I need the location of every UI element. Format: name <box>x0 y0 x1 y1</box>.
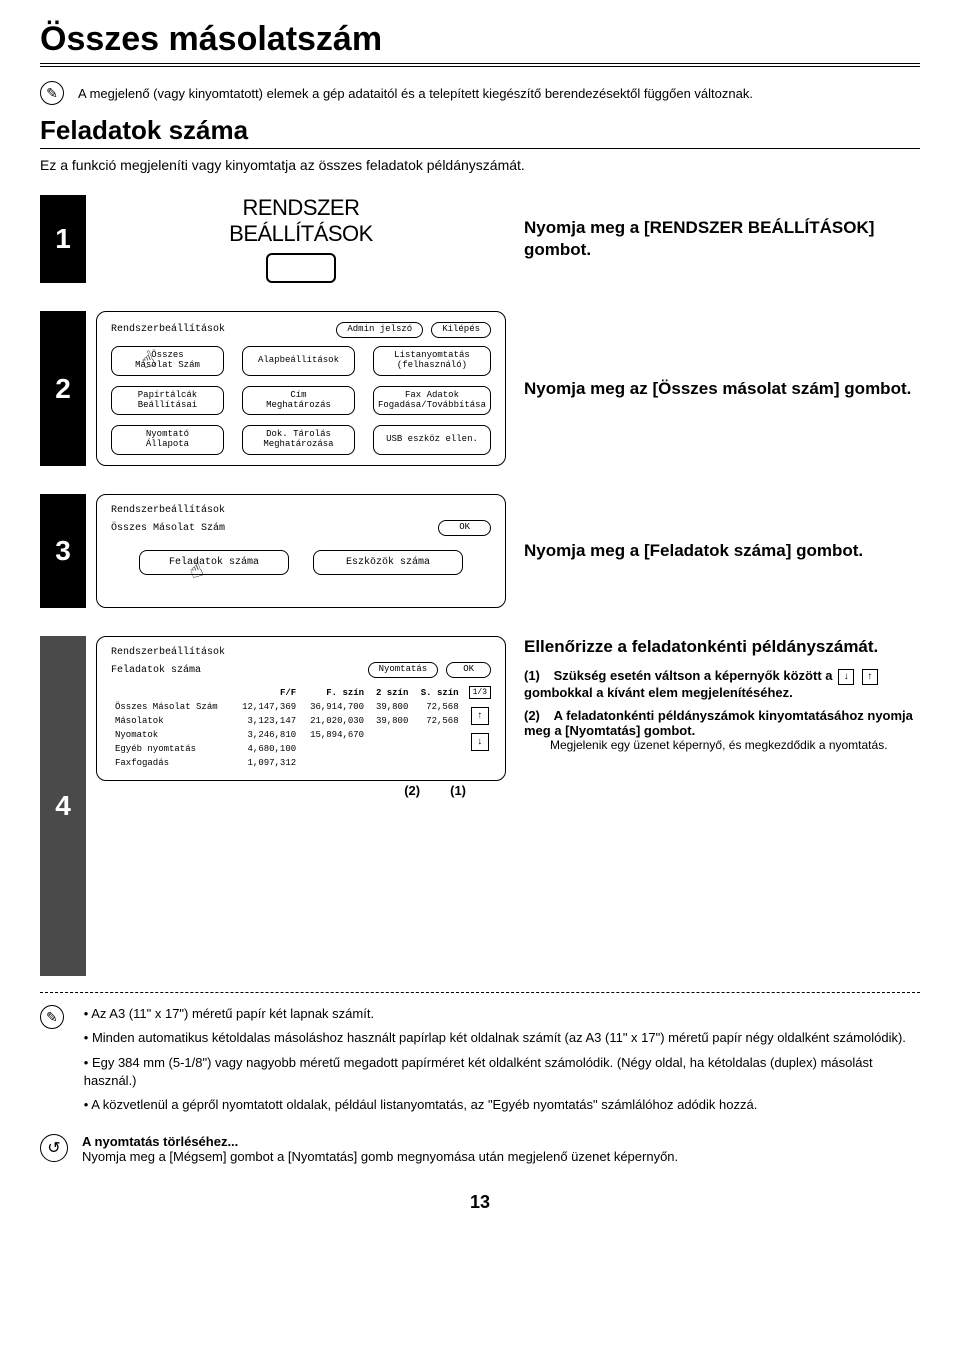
hardware-key-label-line2: BEÁLLÍTÁSOK <box>96 221 506 247</box>
print-button[interactable]: Nyomtatás <box>368 662 439 678</box>
dashed-separator <box>40 992 920 993</box>
ok-button[interactable]: OK <box>446 662 491 678</box>
footnote-item: Minden automatikus kétoldalas másoláshoz… <box>84 1029 920 1047</box>
detail-1-text-a: Szükség esetén váltson a képernyők közöt… <box>554 668 833 683</box>
top-note-row: ✎ A megjelenő (vagy kinyomtatott) elemek… <box>40 81 920 105</box>
cancel-title: A nyomtatás törléséhez... <box>82 1134 678 1149</box>
panel-title: Rendszerbeállítások <box>111 505 491 516</box>
callout-2: (2) <box>404 783 420 798</box>
panel-subtitle: Feladatok száma <box>111 665 201 676</box>
panel-title: Rendszerbeállítások <box>111 324 225 335</box>
touch-hand-icon: ☝ <box>140 353 157 370</box>
detail-1-text-b: gombokkal a kívánt elem megjelenítéséhez… <box>524 685 793 700</box>
return-icon: ↺ <box>40 1134 68 1162</box>
settings-menu-button[interactable]: Dok. TárolásMeghatározása <box>242 425 355 455</box>
exit-button[interactable]: Kilépés <box>431 322 491 338</box>
footnotes-block: ✎ Az A3 (11" x 17") méretű papír két lap… <box>40 1005 920 1120</box>
settings-menu-button[interactable]: Alapbeállítások <box>242 346 355 376</box>
detail-2-num: (2) <box>524 708 550 723</box>
footnote-item: Az A3 (11" x 17") méretű papír két lapna… <box>84 1005 920 1023</box>
up-key-icon: ↑ <box>862 669 878 685</box>
step-number: 4 <box>55 790 71 822</box>
step-1: 1 RENDSZER BEÁLLÍTÁSOK Nyomja meg a [REN… <box>40 195 920 283</box>
page-number: 13 <box>40 1192 920 1213</box>
settings-menu-button[interactable]: ÖsszesMásolat Szám☝ <box>111 346 224 376</box>
scroll-down-button[interactable]: ↓ <box>471 733 489 751</box>
step-3: 3 Rendszerbeállítások Összes Másolat Szá… <box>40 494 920 608</box>
total-count-screen: Rendszerbeállítások Összes Másolat Szám … <box>96 494 506 608</box>
pencil-icon: ✎ <box>40 1005 64 1029</box>
down-key-icon: ↓ <box>838 669 854 685</box>
job-count-button[interactable]: Feladatok száma ☝ <box>139 550 289 575</box>
job-count-table: F/FF. szín2 színS. színÖsszes Másolat Sz… <box>111 686 463 770</box>
job-count-screen: Rendszerbeállítások Feladatok száma Nyom… <box>96 636 506 781</box>
step-number: 1 <box>55 223 71 255</box>
step-3-instruction: Nyomja meg a [Feladatok száma] gombot. <box>524 540 920 562</box>
top-note-text: A megjelenő (vagy kinyomtatott) elemek a… <box>78 86 753 101</box>
page-title: Összes másolatszám <box>40 20 920 59</box>
device-count-button[interactable]: Eszközök száma <box>313 550 463 575</box>
detail-2-text: A feladatonkénti példányszámok kinyomtat… <box>524 708 913 738</box>
scroll-up-button[interactable]: ↑ <box>471 707 489 725</box>
cancel-block: ↺ A nyomtatás törléséhez... Nyomja meg a… <box>40 1134 920 1164</box>
hardware-key-label-line1: RENDSZER <box>96 195 506 221</box>
footnote-item: Egy 384 mm (5-1/8") vagy nagyobb méretű … <box>84 1054 920 1090</box>
step-number: 2 <box>55 373 71 405</box>
step-1-instruction: Nyomja meg a [RENDSZER BEÁLLÍTÁSOK] gomb… <box>524 217 920 261</box>
detail-1-num: (1) <box>524 668 550 683</box>
panel-title: Rendszerbeállítások <box>111 647 491 658</box>
settings-menu-button[interactable]: Fax AdatokFogadása/Továbbítása <box>373 386 491 416</box>
settings-menu-button[interactable]: Listanyomtatás(felhasználó) <box>373 346 491 376</box>
hardware-key-icon <box>266 253 336 283</box>
settings-menu-button[interactable]: PapírtálcákBeállításai <box>111 386 224 416</box>
admin-password-button[interactable]: Admin jelszó <box>336 322 423 338</box>
settings-screen: Rendszerbeállítások Admin jelszó Kilépés… <box>96 311 506 466</box>
settings-menu-button[interactable]: CímMeghatározás <box>242 386 355 416</box>
section-desc: Ez a funkció megjeleníti vagy kinyomtatj… <box>40 157 920 173</box>
step-2: 2 Rendszerbeállítások Admin jelszó Kilép… <box>40 311 920 466</box>
cancel-body: Nyomja meg a [Mégsem] gombot a [Nyomtatá… <box>82 1149 678 1164</box>
pencil-icon: ✎ <box>40 81 64 105</box>
step-number: 3 <box>55 535 71 567</box>
job-count-label: Feladatok száma <box>169 557 259 568</box>
step-2-instruction: Nyomja meg az [Összes másolat szám] gomb… <box>524 378 920 400</box>
footnote-item: A közvetlenül a gépről nyomtatott oldala… <box>84 1096 920 1114</box>
step-4: 4 Rendszerbeállítások Feladatok száma Ny… <box>40 636 920 976</box>
step-4-title: Ellenőrizze a feladatonkénti példányszám… <box>524 636 920 658</box>
settings-menu-button[interactable]: USB eszköz ellen. <box>373 425 491 455</box>
panel-subtitle: Összes Másolat Szám <box>111 523 225 534</box>
section-heading: Feladatok száma <box>40 115 920 149</box>
detail-2-sub: Megjelenik egy üzenet képernyő, és megke… <box>550 738 920 752</box>
callout-1: (1) <box>450 783 466 798</box>
title-rule <box>40 63 920 67</box>
ok-button[interactable]: OK <box>438 520 491 536</box>
settings-menu-button[interactable]: NyomtatóÁllapota <box>111 425 224 455</box>
page-indicator: 1/3 <box>469 686 491 699</box>
